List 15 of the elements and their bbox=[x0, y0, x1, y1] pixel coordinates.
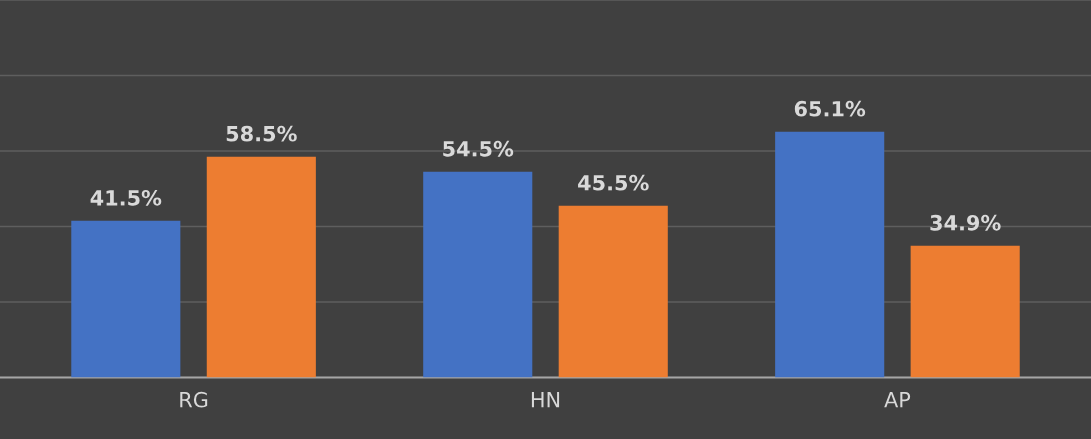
bar bbox=[71, 220, 181, 378]
x-tick-label: AP bbox=[884, 392, 911, 408]
data-label: 54.5% bbox=[443, 140, 514, 157]
x-tick-label: RG bbox=[180, 391, 208, 408]
bar bbox=[206, 156, 316, 378]
data-label: 65.1% bbox=[794, 100, 866, 117]
bar bbox=[910, 245, 1020, 378]
data-label: 34.9% bbox=[930, 214, 1001, 231]
bar bbox=[423, 171, 533, 378]
data-label: 45.5% bbox=[578, 174, 649, 191]
bar bbox=[775, 131, 885, 378]
data-label: 58.5% bbox=[226, 125, 297, 142]
x-tick-label: HN bbox=[531, 392, 560, 408]
bar bbox=[558, 205, 668, 378]
data-label: 41.5% bbox=[90, 189, 162, 206]
